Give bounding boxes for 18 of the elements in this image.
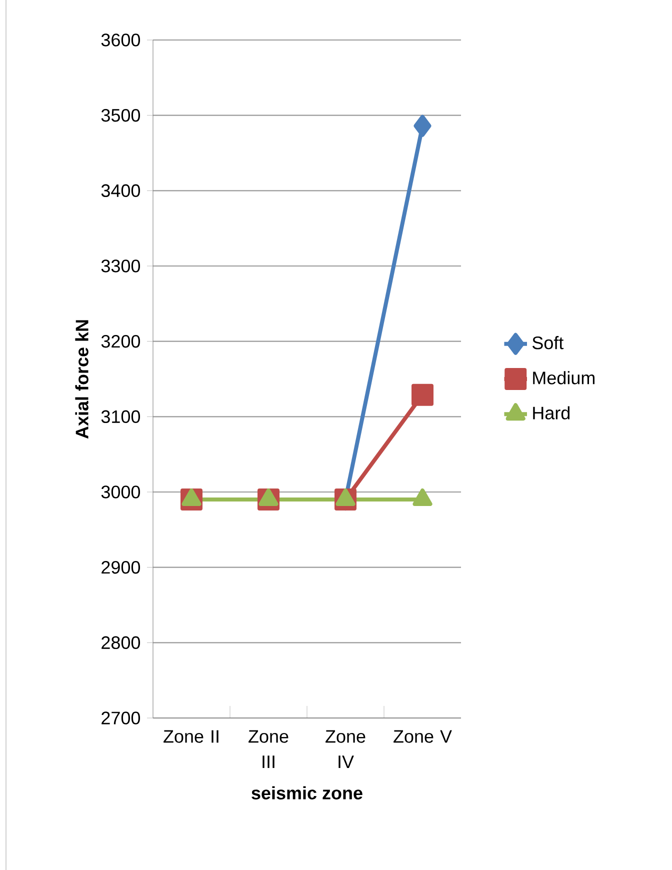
y-tick-label: 3400 (101, 184, 140, 198)
legend-label: Medium (533, 371, 594, 384)
y-tick-label: 2900 (102, 560, 140, 574)
y-tick-label: 3300 (101, 260, 140, 272)
y-axis-title: Axial force kN (75, 320, 88, 439)
legend-label: Hard (533, 406, 570, 420)
legend-label: Soft (532, 336, 564, 350)
y-tick-label: 3500 (101, 108, 140, 122)
y-tick-label: 3600 (101, 34, 140, 46)
y-tick-label: 2800 (102, 636, 140, 650)
y-tick-label: 3200 (101, 334, 140, 348)
y-tick-label: 3100 (101, 410, 140, 424)
x-tick-label: Zone V (394, 730, 452, 743)
x-tick-label: Zone II (164, 730, 218, 743)
y-tick-label: 3000 (101, 486, 140, 498)
x-axis-title: seismic zone (252, 786, 362, 800)
x-tick-label: Zone IV (326, 730, 366, 768)
y-tick-label: 2700 (102, 712, 140, 724)
